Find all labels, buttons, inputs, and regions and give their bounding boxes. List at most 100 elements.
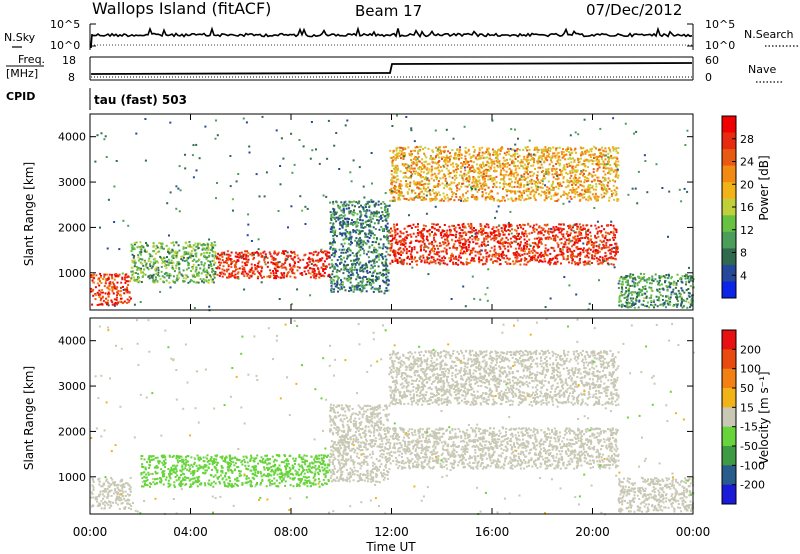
echo-cell [432, 188, 435, 191]
echo-cell [385, 279, 388, 282]
echo-cell [92, 277, 95, 280]
echo-cell [384, 289, 387, 292]
echo-cell [572, 236, 575, 239]
echo-cell [595, 199, 598, 202]
echo-cell [430, 197, 433, 200]
echo-cell [161, 275, 164, 278]
echo-cell [566, 193, 569, 196]
echo-cell [312, 264, 315, 267]
echo-cell [518, 247, 520, 250]
echo-cell [108, 288, 111, 291]
echo-cell [396, 146, 399, 149]
echo-cell [337, 278, 339, 281]
echo-cell [333, 233, 336, 236]
echo-cell [581, 237, 584, 239]
echo-cell [500, 255, 503, 258]
echo-cell [393, 226, 396, 228]
echo-cell [608, 199, 611, 202]
echo-cell [367, 220, 370, 222]
echo-cell [493, 160, 496, 163]
echo-cell [243, 268, 246, 271]
echo-cell [445, 154, 448, 157]
echo-cell [579, 198, 582, 201]
echo-cell [576, 237, 579, 240]
echo-cell [453, 227, 456, 230]
echo-cell [263, 250, 266, 253]
echo-cell [533, 224, 535, 227]
echo-cell [484, 225, 487, 228]
echo-cell [135, 241, 138, 244]
echo-cell [599, 259, 602, 262]
echo-cell [154, 276, 157, 279]
echo-cell [241, 268, 244, 270]
echo-cell [220, 261, 222, 264]
echo-cell [126, 276, 128, 279]
echo-cell [182, 247, 185, 250]
echo-cell [194, 270, 197, 273]
echo-cell [478, 245, 481, 248]
echo-cell [483, 240, 486, 243]
echo-cell [588, 260, 591, 263]
echo-cell [359, 210, 361, 213]
echo-cell [130, 270, 133, 273]
echo-cell [410, 150, 412, 153]
echo-cell [464, 163, 467, 166]
echo-cell [219, 271, 222, 274]
echo-cell [587, 256, 590, 259]
echo-cell [457, 154, 460, 157]
echo-cell [583, 228, 586, 230]
echo-cell [482, 233, 485, 236]
echo-cell [267, 261, 269, 264]
echo-cell [373, 258, 376, 261]
echo-cell [172, 267, 175, 270]
echo-cell [478, 256, 481, 259]
echo-cell [197, 275, 200, 278]
echo-cell [389, 189, 391, 191]
echo-cell [426, 235, 429, 238]
echo-cell [465, 173, 468, 176]
echo-cell [386, 208, 389, 211]
echo-cell [466, 190, 469, 193]
echo-cell [515, 253, 518, 256]
echo-cell [471, 238, 474, 241]
echo-cell [528, 238, 531, 241]
echo-cell [427, 186, 430, 189]
echo-cell [614, 254, 616, 257]
echo-cell [352, 230, 355, 233]
echo-cell [186, 275, 189, 278]
echo-cell [450, 252, 453, 255]
echo-cell [435, 174, 438, 177]
echo-cell [527, 222, 530, 225]
echo-cell [480, 243, 483, 246]
echo-cell [495, 181, 498, 184]
echo-cell [612, 170, 615, 173]
echo-cell [427, 147, 430, 150]
echo-cell [422, 239, 425, 242]
echo-cell [554, 173, 557, 175]
echo-cell [571, 166, 574, 169]
echo-cell [561, 254, 564, 257]
echo-cell [159, 247, 162, 250]
echo-cell [501, 243, 504, 246]
echo-cell [456, 239, 459, 242]
echo-cell [595, 245, 598, 248]
echo-cell [562, 148, 564, 151]
echo-cell [516, 148, 519, 150]
echo-cell [361, 280, 364, 283]
echo-cell [469, 231, 472, 234]
echo-cell [222, 261, 225, 264]
echo-cell [560, 238, 563, 241]
echo-cell [546, 154, 549, 157]
echo-cell [371, 244, 374, 247]
echo-cell [368, 246, 371, 249]
echo-cell [583, 164, 586, 167]
echo-cell [553, 229, 556, 231]
echo-cell [586, 242, 589, 245]
echo-cell [574, 165, 577, 168]
echo-cell [331, 264, 334, 266]
echo-cell [458, 239, 461, 242]
echo-cell [405, 250, 408, 253]
echo-cell [592, 160, 595, 162]
echo-cell [293, 251, 296, 254]
echo-cell [178, 267, 181, 269]
